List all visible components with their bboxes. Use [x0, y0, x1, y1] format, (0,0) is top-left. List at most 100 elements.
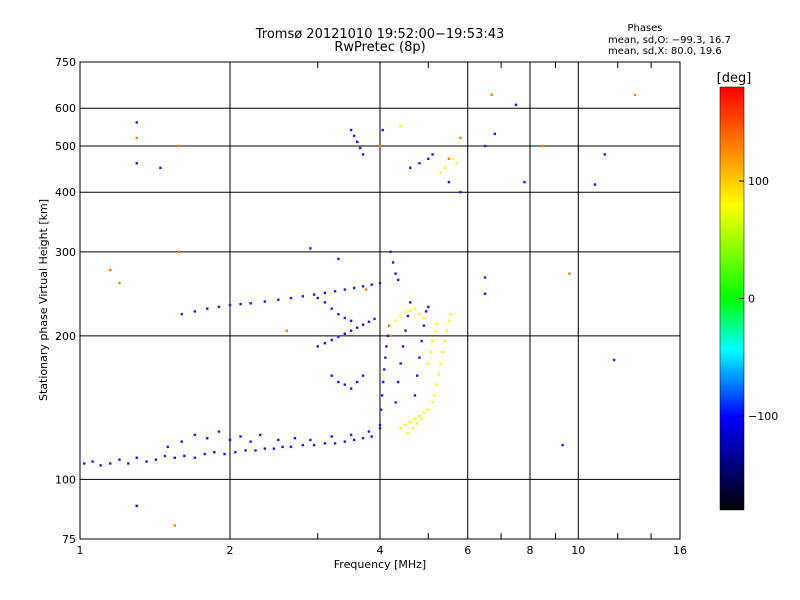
data-point — [389, 250, 392, 254]
data-point — [254, 449, 257, 452]
y-tick-label: 500 — [55, 140, 76, 153]
data-point — [429, 350, 432, 354]
data-point — [413, 394, 417, 397]
data-point — [355, 380, 359, 384]
data-point — [383, 368, 386, 371]
data-point — [378, 427, 382, 430]
data-point — [293, 437, 297, 440]
data-point — [309, 247, 312, 250]
x-tick-label: 1 — [77, 544, 84, 557]
data-point — [234, 451, 237, 454]
data-point — [389, 334, 392, 338]
data-point — [399, 427, 402, 430]
data-point — [490, 93, 493, 97]
data-point — [217, 430, 221, 433]
data-point — [154, 458, 158, 461]
chart-subtitle: RwPretec (8p) — [334, 40, 425, 55]
x-tick-label: 10 — [571, 544, 585, 557]
data-point — [415, 374, 419, 377]
data-point — [277, 298, 280, 301]
data-point — [323, 442, 327, 445]
data-point — [433, 329, 436, 332]
data-point — [239, 435, 242, 438]
data-point — [83, 462, 86, 465]
data-point — [568, 272, 571, 275]
data-point — [493, 132, 497, 136]
data-point — [378, 281, 382, 285]
data-point — [411, 427, 414, 430]
data-point — [483, 144, 487, 148]
data-point — [281, 445, 284, 449]
data-point — [394, 401, 397, 404]
x-tick-label: 2 — [227, 544, 234, 557]
data-point — [343, 440, 347, 443]
data-point — [361, 323, 365, 326]
data-point — [431, 401, 434, 404]
data-point — [449, 312, 453, 316]
data-point — [205, 307, 209, 310]
legend-line-o: mean, sd,O: −99.3, 16.7 — [608, 35, 731, 46]
data-point — [349, 128, 353, 132]
colorbar-tick-label: 0 — [748, 293, 755, 306]
axis-ticks: 1 2 4 6 8 10 16 75 100 200 300 400 500 600 750 — [55, 56, 687, 557]
data-point — [309, 438, 312, 442]
data-point — [367, 320, 371, 323]
data-point — [404, 311, 407, 314]
data-point — [406, 431, 410, 435]
data-point — [355, 140, 359, 144]
data-point — [330, 338, 333, 342]
data-point — [249, 440, 252, 443]
data-point — [384, 356, 387, 359]
x-tick-label: 4 — [377, 544, 384, 557]
data-point — [603, 153, 606, 156]
data-point — [316, 345, 319, 348]
data-point — [394, 319, 397, 323]
data-point — [437, 373, 441, 376]
data-point — [459, 191, 462, 194]
data-point — [427, 157, 430, 161]
data-point — [396, 278, 400, 282]
data-point — [370, 435, 373, 438]
grid — [80, 62, 680, 539]
colorbar: [deg] 100 0 −100 — [717, 71, 778, 511]
data-point — [180, 440, 183, 443]
data-point — [343, 332, 347, 335]
data-point — [173, 524, 177, 527]
data-point — [343, 288, 347, 291]
data-point — [301, 295, 305, 298]
data-point — [263, 447, 267, 450]
data-point — [443, 166, 447, 170]
data-point — [422, 324, 426, 327]
data-point — [415, 422, 419, 425]
data-point — [378, 423, 382, 427]
data-point — [370, 283, 373, 286]
data-point — [333, 442, 337, 445]
data-point — [330, 374, 333, 377]
data-point — [389, 324, 392, 327]
data-point — [373, 317, 376, 321]
data-point — [330, 435, 333, 438]
data-point — [406, 314, 410, 318]
data-point — [593, 183, 597, 186]
data-point — [330, 307, 333, 310]
data-point — [401, 345, 405, 348]
data-point — [352, 134, 356, 138]
data-point — [109, 268, 112, 272]
data-point — [323, 291, 327, 295]
legend-line-x: mean, sd,X: 80.0, 19.6 — [608, 46, 722, 57]
data-point — [301, 443, 305, 447]
data-point — [447, 180, 451, 184]
data-point — [203, 452, 206, 456]
data-point — [277, 438, 280, 442]
data-point — [633, 93, 637, 97]
data-point — [361, 374, 365, 377]
data-point — [378, 144, 382, 148]
data-point — [349, 329, 353, 332]
data-point — [441, 350, 445, 354]
data-point — [239, 302, 242, 306]
data-point — [427, 408, 430, 411]
data-point — [337, 335, 340, 339]
y-tick-label: 200 — [55, 330, 76, 343]
data-point — [333, 290, 337, 293]
